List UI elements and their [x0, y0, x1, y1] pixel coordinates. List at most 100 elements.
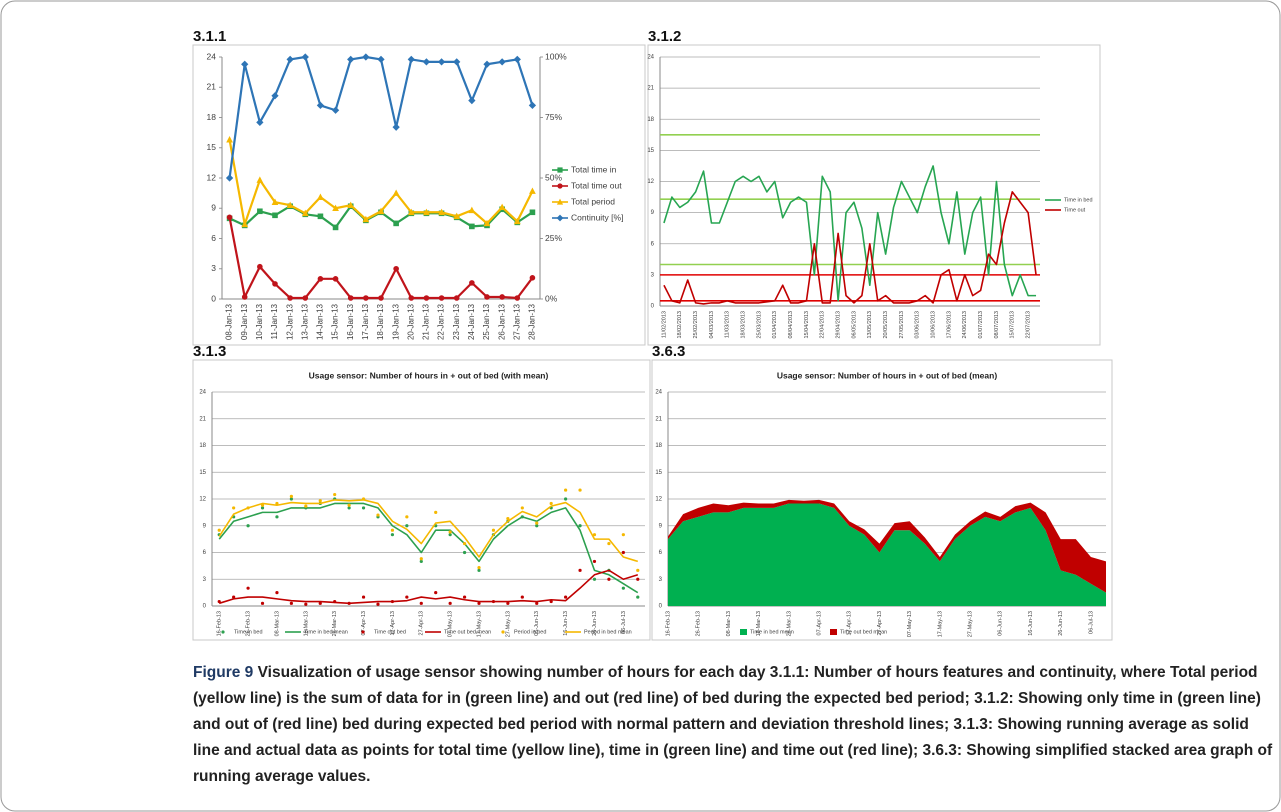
panel: [192, 44, 646, 346]
chart-title: Usage sensor: Number of hours in + out o…: [309, 370, 549, 380]
y-tick-label: 15: [199, 470, 206, 476]
x-tick-label: 16-Feb-13: [665, 611, 671, 636]
x-tick-label: 22-Jan-13: [437, 303, 446, 340]
marker: [513, 217, 521, 225]
marker: [434, 510, 438, 514]
x-tick-label: 10/06/2013: [931, 311, 937, 339]
marker: [390, 533, 395, 537]
marker: [564, 595, 568, 599]
y-tick-label: 12: [647, 179, 654, 185]
marker: [636, 577, 640, 581]
marker: [514, 295, 521, 301]
marker: [378, 295, 384, 301]
marker: [448, 601, 452, 605]
marker: [226, 136, 233, 143]
marker: [275, 515, 279, 519]
marker: [448, 533, 452, 537]
marker: [506, 601, 510, 605]
marker: [332, 204, 339, 212]
panel-label: 3.1.2: [648, 28, 681, 45]
y-tick-label: 0: [651, 304, 655, 310]
marker: [437, 58, 446, 66]
x-tick-label: 11/02/2013: [661, 311, 667, 338]
y2-tick-label: 100%: [545, 51, 567, 61]
x-tick-label: 27/05/2013: [899, 311, 905, 339]
marker: [332, 224, 339, 231]
x-tick-label: 17-Apr-13: [390, 611, 396, 635]
marker: [549, 599, 553, 604]
marker: [289, 494, 293, 498]
y-tick-label: 6: [651, 241, 655, 247]
series-line: [218, 502, 639, 594]
y-tick-label: 24: [655, 390, 662, 396]
legend-label: Total time in: [571, 164, 617, 174]
y-tick-label: 9: [659, 523, 663, 529]
marker: [241, 294, 248, 300]
y-tick-label: 0: [211, 293, 216, 303]
marker: [484, 294, 490, 300]
y-tick-label: 6: [659, 550, 663, 556]
x-tick-label: 06-Jul-13: [1088, 611, 1094, 634]
x-tick-label: 26-Jun-13: [1058, 611, 1064, 636]
marker: [377, 55, 385, 64]
marker: [347, 503, 351, 507]
marker: [347, 201, 355, 209]
y-tick-label: 21: [647, 86, 654, 92]
marker: [607, 577, 611, 581]
marker: [304, 602, 308, 606]
x-tick-label: 09-Jan-13: [240, 303, 249, 340]
panel: [192, 359, 651, 641]
marker: [469, 280, 475, 286]
marker: [257, 263, 263, 270]
legend-marker: [221, 630, 225, 634]
marker: [621, 586, 625, 590]
marker: [361, 506, 366, 510]
y-tick-label: 9: [211, 203, 216, 213]
area: [668, 499, 1106, 593]
legend-marker: [556, 214, 564, 222]
y-tick-label: 18: [207, 112, 217, 122]
y-tick-label: 24: [647, 55, 654, 61]
x-tick-label: 12-Jan-13: [285, 303, 294, 340]
marker: [408, 295, 415, 301]
marker: [419, 601, 423, 605]
marker: [241, 60, 249, 68]
x-tick-label: 17-Jan-13: [361, 303, 370, 340]
legend-marker: [556, 198, 564, 205]
marker: [483, 219, 491, 227]
marker: [578, 488, 582, 492]
caption: Figure 9 Visualization of usage sensor s…: [193, 660, 1273, 790]
marker: [260, 506, 265, 510]
x-tick-label: 18-Jan-13: [376, 303, 385, 340]
x-tick-label: 18/02/2013: [677, 311, 683, 339]
marker: [578, 524, 582, 528]
marker: [564, 488, 568, 492]
marker: [592, 577, 597, 581]
y2-tick-label: 25%: [545, 233, 562, 243]
x-tick-label: 18-Mar-13: [756, 611, 762, 636]
x-tick-label: 23-Jan-13: [452, 303, 461, 340]
y-tick-label: 15: [207, 142, 217, 152]
marker: [513, 55, 521, 64]
legend-label: Time out bed mean: [444, 629, 491, 635]
marker: [286, 201, 294, 209]
x-tick-label: 26-Jan-13: [497, 303, 506, 340]
marker: [317, 276, 324, 282]
y2-tick-label: 0%: [545, 293, 558, 303]
area: [668, 503, 1106, 606]
y-tick-label: 3: [659, 577, 663, 583]
marker: [498, 58, 506, 66]
marker: [469, 223, 475, 230]
y-tick-label: 3: [651, 272, 655, 278]
marker: [607, 541, 611, 546]
marker: [578, 568, 582, 572]
marker: [438, 208, 445, 216]
x-tick-label: 26-Jun-13: [592, 611, 598, 636]
marker: [477, 566, 481, 570]
marker: [423, 208, 430, 216]
marker: [483, 60, 491, 68]
panel-label: 3.1.3: [193, 343, 226, 360]
y-tick-label: 24: [199, 390, 206, 396]
marker: [246, 586, 250, 590]
